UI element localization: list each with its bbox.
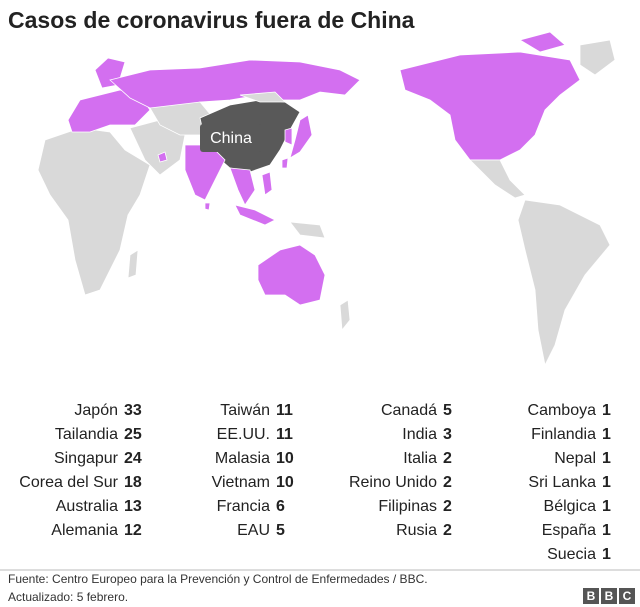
case-count: 10 [276,450,294,467]
case-count: 1 [602,474,611,491]
logo-box [619,588,635,604]
country-name: Italia [403,450,437,467]
case-count: 2 [443,474,452,491]
case-count: 1 [602,450,611,467]
case-count: 5 [276,522,285,539]
case-count: 25 [124,426,142,443]
country-name: Nepal [554,450,596,467]
country-name: Tailandia [55,426,118,443]
country-name: Rusia [396,522,437,539]
title: Casos de coronavirus fuera de China [8,7,415,33]
case-count: 33 [124,402,142,419]
country-name: Singapur [54,450,119,467]
logo-box [601,588,617,604]
country-name: Camboya [528,402,597,419]
country-name: Filipinas [378,498,437,515]
case-count: 2 [443,522,452,539]
updated: Actualizado: 5 febrero. [8,590,128,604]
country-name: España [542,522,596,539]
country-name: Vietnam [212,474,270,491]
country-name: Reino Unido [349,474,437,491]
case-count: 1 [602,402,611,419]
country-name: Corea del Sur [19,474,118,491]
case-count: 13 [124,498,142,515]
source: Fuente: Centro Europeo para la Prevenció… [8,572,428,586]
country-name: Francia [217,498,270,515]
case-count: 1 [602,498,611,515]
country-name: Bélgica [544,498,597,515]
map-label: China [210,130,252,147]
case-count: 5 [443,402,452,419]
country-name: India [402,426,437,443]
logo-box [583,588,599,604]
country-name: Sri Lanka [528,474,596,491]
logo-letter: B [605,589,614,603]
country-name: Malasia [215,450,270,467]
logo-letter: B [587,589,596,603]
case-count: 1 [602,522,611,539]
case-count: 10 [276,474,294,491]
country-name: Alemania [51,522,118,539]
case-count: 2 [443,498,452,515]
case-count: 6 [276,498,285,515]
map-label-bg [200,124,262,152]
case-count: 1 [602,546,611,563]
world-map [37,31,616,367]
case-count: 1 [602,426,611,443]
country-name: Canadá [381,402,437,419]
case-count: 3 [443,426,452,443]
case-count: 24 [124,450,142,467]
country-name: Finlandia [531,426,596,443]
case-count: 11 [276,402,293,419]
country-name: Australia [56,498,118,515]
case-count: 2 [443,450,452,467]
country-name: Japón [74,402,118,419]
logo-letter: C [623,589,632,603]
country-name: EE.UU. [217,426,270,443]
country-name: Suecia [547,546,596,563]
case-count: 18 [124,474,142,491]
case-count: 12 [124,522,142,539]
country-name: EAU [237,522,270,539]
case-count: 11 [276,426,293,443]
country-name: Taiwán [220,402,270,419]
